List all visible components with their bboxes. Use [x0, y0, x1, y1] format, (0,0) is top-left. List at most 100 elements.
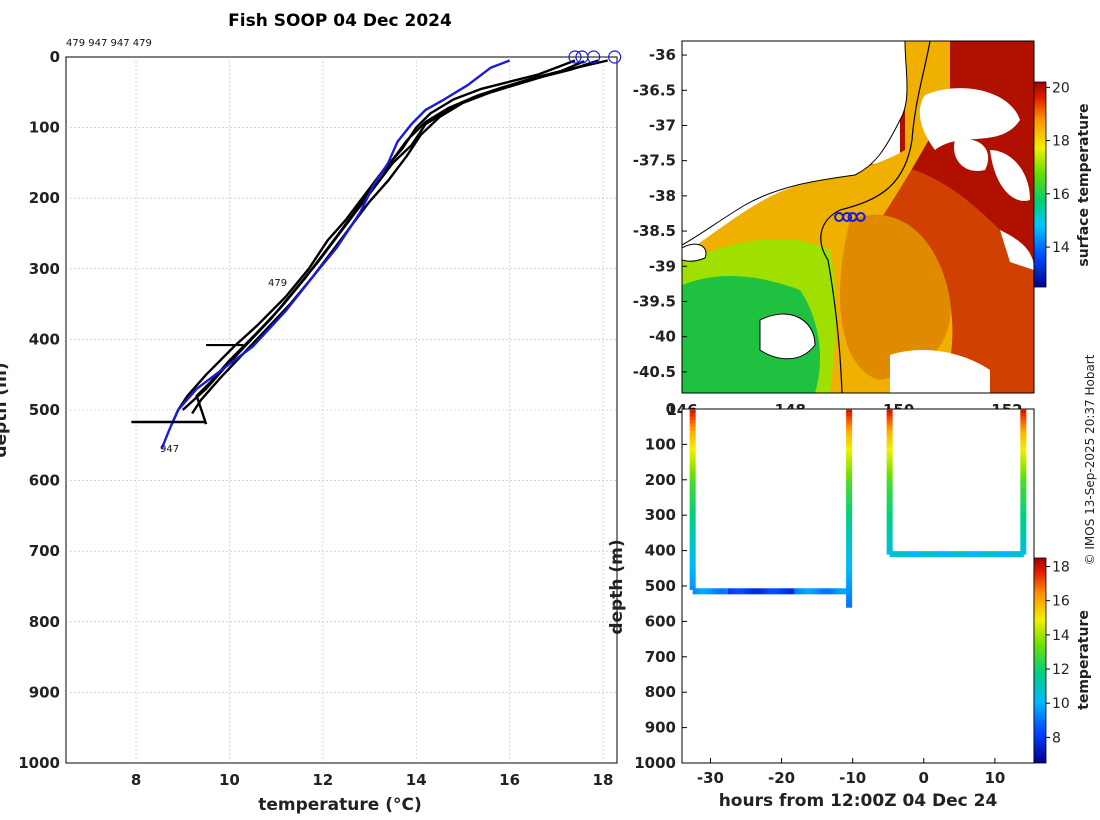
profile-y-tick-label: 900 — [29, 683, 60, 701]
section-bottom-sample — [700, 588, 705, 595]
section-cast-sample — [846, 409, 853, 414]
section-bottom-sample — [770, 588, 776, 595]
section-bottom-sample — [841, 588, 846, 595]
profile-line — [160, 59, 511, 450]
section-cast-sample — [689, 564, 696, 569]
section-bottom-sample — [909, 551, 914, 558]
section-cast-sample — [886, 416, 893, 421]
surface-marker — [587, 50, 601, 64]
profile-y-tick-label: 500 — [29, 401, 60, 419]
profile-y-tick-label: 600 — [29, 472, 60, 490]
section-cast-sample — [689, 554, 696, 559]
section-cast-sample — [689, 423, 696, 428]
section-cast-sample — [1020, 455, 1027, 460]
section-bottom-sample — [969, 551, 974, 558]
section-cast-sample — [846, 490, 853, 495]
section-y-tick-label: 900 — [645, 719, 676, 737]
section-cast-sample — [886, 462, 893, 467]
section-cast-sample — [886, 472, 893, 477]
temperature-colorbar-ticks: 8 10 12 14 16 18 — [1046, 560, 1070, 746]
profile-x-tick-label: 18 — [593, 771, 614, 789]
section-cast-sample — [846, 479, 853, 484]
map-field — [682, 41, 1034, 393]
section-bottom-sample — [913, 551, 917, 558]
section-cast-sample — [846, 529, 853, 534]
section-data — [689, 409, 1027, 608]
section-cast-sample — [689, 557, 696, 562]
section-cast-sample — [846, 557, 853, 562]
section-cast-sample — [689, 447, 696, 452]
section-cast-sample — [689, 522, 696, 527]
section-cast-sample — [846, 451, 853, 456]
section-bottom-sample — [966, 551, 971, 558]
section-cast-sample — [1020, 486, 1027, 491]
section-bottom-sample — [993, 551, 998, 558]
section-cast-sample — [846, 419, 853, 424]
section-bottom-sample — [739, 588, 745, 595]
section-cast-sample — [689, 582, 696, 587]
section-y-tick-label: 100 — [645, 435, 676, 453]
section-cast-sample — [689, 501, 696, 506]
section-bottom-sample — [916, 551, 921, 558]
section-bottom-sample — [798, 588, 803, 595]
section-bottom-sample — [794, 588, 799, 595]
section-cast-sample — [689, 586, 696, 591]
sst-colorbar — [1033, 81, 1047, 288]
map-lat-tick-label: -37 — [649, 116, 676, 134]
section-cast-sample — [846, 575, 853, 580]
section-bottom-sample — [708, 588, 713, 595]
section-cast-sample — [846, 423, 853, 428]
section-bottom-sample — [751, 588, 756, 595]
section-cast-sample — [846, 433, 853, 438]
section-y-tick-label: 700 — [645, 648, 676, 666]
section-bottom-sample — [1003, 551, 1008, 558]
section-cast-sample — [886, 458, 893, 463]
section-cast-sample — [689, 419, 696, 424]
section-y-tick-label: 300 — [645, 506, 676, 524]
section-cast-sample — [1020, 412, 1027, 417]
section-bottom-sample — [986, 551, 991, 558]
sst-colorbar-tick-label: 18 — [1052, 134, 1070, 150]
section-cast-sample — [689, 440, 696, 445]
profile-line — [191, 59, 599, 415]
section-cast-sample — [689, 539, 696, 545]
section-x-ticks: -30 -20 -10 0 10 — [697, 758, 1005, 787]
section-bottom-sample — [825, 588, 831, 595]
sst-colorbar-tick-label: 14 — [1052, 240, 1070, 256]
section-cast-sample — [689, 412, 696, 417]
section-bottom-sample — [933, 551, 937, 558]
section-cast-sample — [886, 511, 893, 516]
profile-series — [131, 59, 608, 450]
section-cast-sample — [886, 522, 893, 527]
section-bottom-sample — [747, 588, 752, 595]
section-y-tick-label: 400 — [645, 542, 676, 560]
section-cast-sample — [886, 409, 893, 414]
section-cast-sample — [689, 515, 696, 520]
profile-y-tick-label: 700 — [29, 542, 60, 560]
section-cast-sample — [846, 469, 853, 474]
profile-y-tick-label: 200 — [29, 189, 60, 207]
profile-y-tick-label: 100 — [29, 119, 60, 137]
map-lat-tick-label: -39.5 — [633, 292, 676, 310]
section-cast-sample — [846, 525, 853, 530]
section-bottom-sample — [953, 551, 957, 558]
section-cast-sample — [689, 479, 696, 484]
section-cast-sample — [886, 529, 893, 534]
section-cast-sample — [689, 483, 696, 488]
section-cast-sample — [846, 603, 853, 608]
profile-y-tick-label: 400 — [29, 330, 60, 348]
section-cast-sample — [886, 501, 893, 506]
section-cast-sample — [689, 543, 696, 548]
map-lat-tick-label: -36 — [649, 46, 676, 64]
section-cast-sample — [689, 465, 696, 470]
section-cast-sample — [886, 532, 893, 537]
section-cast-sample — [846, 518, 853, 523]
section-cast-sample — [689, 426, 696, 431]
section-bottom-sample — [979, 551, 984, 558]
map-lat-tick-label: -38.5 — [633, 222, 676, 240]
section-cast-sample — [846, 582, 853, 587]
section-bottom-sample — [976, 551, 981, 558]
section-cast-sample — [1020, 518, 1027, 523]
profile-x-tick-label: 14 — [406, 771, 427, 789]
section-cast-sample — [886, 539, 893, 545]
